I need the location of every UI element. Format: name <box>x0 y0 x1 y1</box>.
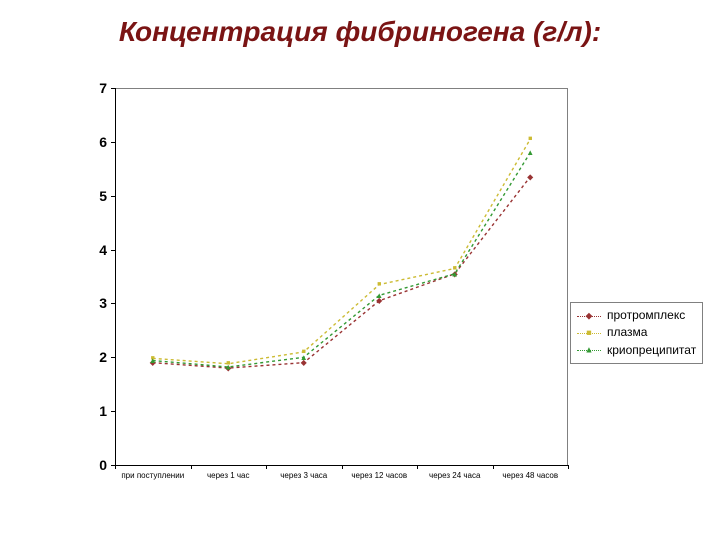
legend: ◆ протромплекс ■ плазма ▲ криопреципитат <box>570 302 703 364</box>
series-marker: ◆ <box>527 172 534 181</box>
legend-label: протромплекс <box>607 307 685 324</box>
legend-swatch: ■ <box>577 328 601 338</box>
legend-swatch: ▲ <box>577 345 601 355</box>
series-marker: ▲ <box>300 353 308 362</box>
series-line <box>153 153 531 367</box>
x-tick <box>568 465 569 469</box>
series-marker: ▲ <box>224 362 232 371</box>
chart-title: Концентрация фибриногена (г/л): <box>0 16 720 48</box>
legend-label: плазма <box>607 324 647 341</box>
series-line <box>153 139 531 364</box>
legend-item: ▲ криопреципитат <box>577 342 696 359</box>
plot-svg: ◆◆◆◆◆◆■■■■■■▲▲▲▲▲▲ <box>80 80 568 496</box>
legend-swatch: ◆ <box>577 311 601 321</box>
series-marker: ▲ <box>149 356 157 365</box>
series-marker: ▲ <box>526 148 534 157</box>
series-marker: ▲ <box>375 291 383 300</box>
legend-label: криопреципитат <box>607 342 696 359</box>
chart-area: 01234567 при поступлениичерез 1 часчерез… <box>80 80 568 496</box>
slide: Концентрация фибриногена (г/л): 01234567… <box>0 0 720 540</box>
series-line <box>153 177 531 368</box>
series-marker: ▲ <box>451 269 459 278</box>
legend-item: ■ плазма <box>577 324 696 341</box>
series-marker: ■ <box>528 136 532 143</box>
series-marker: ■ <box>377 281 381 288</box>
legend-item: ◆ протромплекс <box>577 307 696 324</box>
